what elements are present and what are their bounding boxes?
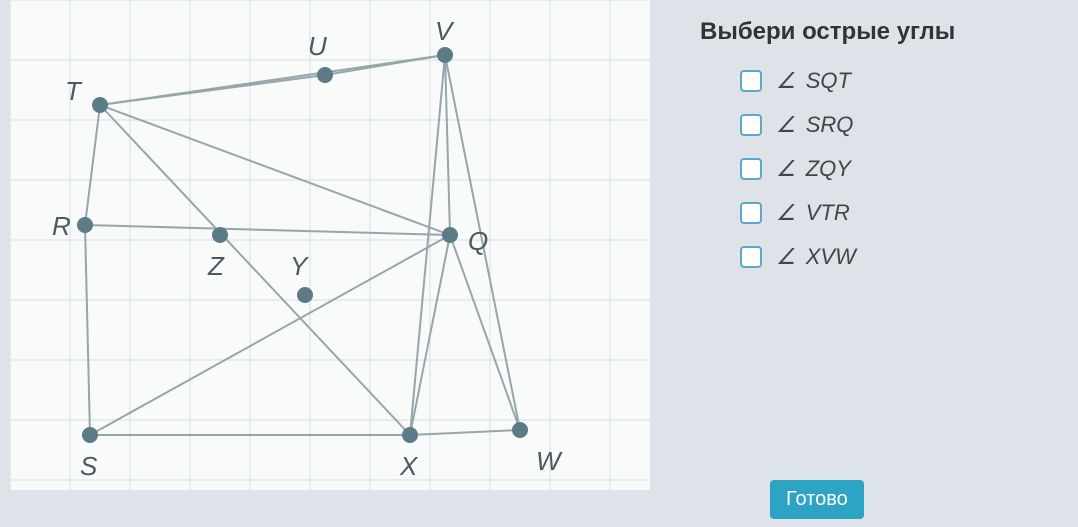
point-Y xyxy=(297,287,313,303)
point-label-X: X xyxy=(399,451,419,481)
point-U xyxy=(317,67,333,83)
option-checkbox[interactable] xyxy=(740,246,762,268)
point-label-R: R xyxy=(52,211,71,241)
point-label-U: U xyxy=(308,31,327,61)
point-label-V: V xyxy=(435,16,455,46)
question-panel: Выбери острые углы ∠ SQT ∠ SRQ ∠ ZQY ∠ VTR ∠ XVW xyxy=(700,18,1060,288)
geometry-diagram: T U V R Z Y Q S X W xyxy=(10,0,650,490)
angle-symbol-icon: ∠ xyxy=(776,112,796,138)
point-W xyxy=(512,422,528,438)
edge-Q-W xyxy=(450,235,520,430)
edge-T-V xyxy=(100,55,445,105)
point-label-T: T xyxy=(65,76,83,106)
point-label-S: S xyxy=(80,451,98,481)
option-row: ∠ SQT xyxy=(700,68,1060,94)
option-row: ∠ XVW xyxy=(700,244,1060,270)
point-R xyxy=(77,217,93,233)
point-X xyxy=(402,427,418,443)
point-label-Q: Q xyxy=(468,226,488,256)
angle-symbol-icon: ∠ xyxy=(776,156,796,182)
angle-symbol-icon: ∠ xyxy=(776,200,796,226)
point-V xyxy=(437,47,453,63)
point-label-Y: Y xyxy=(290,251,309,281)
option-label: SRQ xyxy=(806,112,854,138)
edge-S-Q xyxy=(90,235,450,435)
question-title: Выбери острые углы xyxy=(700,18,1060,46)
point-S xyxy=(82,427,98,443)
edge-T-X xyxy=(100,105,410,435)
option-checkbox[interactable] xyxy=(740,158,762,180)
options-list: ∠ SQT ∠ SRQ ∠ ZQY ∠ VTR ∠ XVW xyxy=(700,68,1060,270)
point-T xyxy=(92,97,108,113)
option-row: ∠ ZQY xyxy=(700,156,1060,182)
option-label: ZQY xyxy=(806,156,851,182)
angle-symbol-icon: ∠ xyxy=(776,68,796,94)
edge-R-S xyxy=(85,225,90,435)
point-Z xyxy=(212,227,228,243)
point-label-W: W xyxy=(536,446,563,476)
option-label: XVW xyxy=(806,244,856,270)
done-button[interactable]: Готово xyxy=(770,480,864,519)
point-Q xyxy=(442,227,458,243)
edge-V-Q xyxy=(445,55,450,235)
edge-T-Q xyxy=(100,105,450,235)
edge-R-Q xyxy=(85,225,450,235)
point-label-Z: Z xyxy=(207,251,225,281)
edge-X-W xyxy=(410,430,520,435)
angle-symbol-icon: ∠ xyxy=(776,244,796,270)
option-checkbox[interactable] xyxy=(740,202,762,224)
edge-T-R xyxy=(85,105,100,225)
option-row: ∠ VTR xyxy=(700,200,1060,226)
option-label: SQT xyxy=(806,68,851,94)
option-row: ∠ SRQ xyxy=(700,112,1060,138)
diagram-panel: T U V R Z Y Q S X W xyxy=(10,0,650,490)
option-checkbox[interactable] xyxy=(740,114,762,136)
option-label: VTR xyxy=(806,200,850,226)
option-checkbox[interactable] xyxy=(740,70,762,92)
edge-V-X xyxy=(410,55,445,435)
